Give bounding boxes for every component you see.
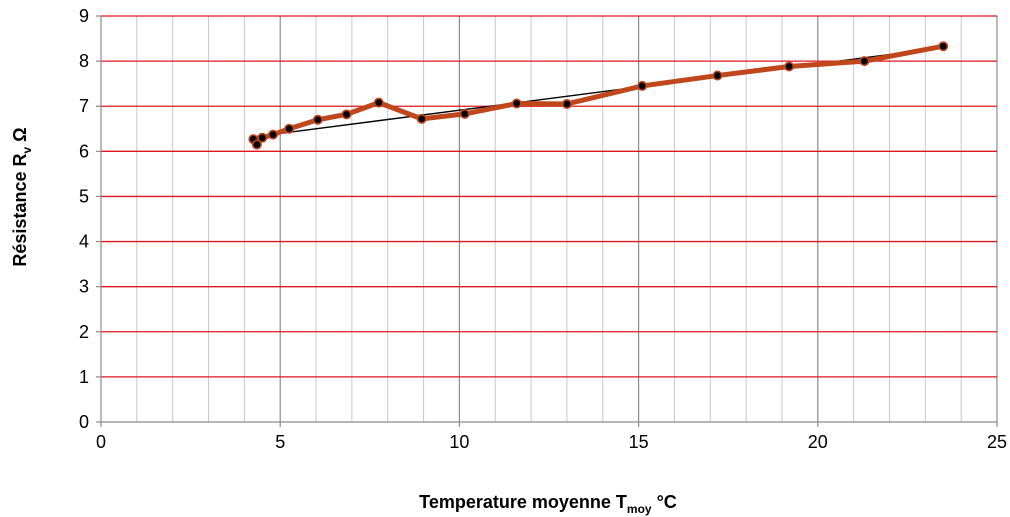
data-point	[341, 109, 352, 120]
data-point	[459, 108, 470, 119]
y-tick-label: 1	[79, 367, 89, 387]
data-point	[284, 123, 295, 134]
y-tick-label: 4	[79, 232, 89, 252]
data-point	[268, 129, 279, 140]
data-point	[637, 80, 648, 91]
grid	[101, 15, 998, 422]
tick-labels: 0 1 2 3 4 5 6 7 8 9 0 5 10 15 20 25	[79, 6, 1007, 452]
y-tick-label: 7	[79, 96, 89, 116]
data-point	[938, 41, 949, 52]
data-point	[712, 70, 723, 81]
data-point	[784, 61, 795, 72]
y-tick-label: 5	[79, 186, 89, 206]
data-point	[561, 98, 572, 109]
data-point	[859, 56, 870, 67]
y-tick-label: 6	[79, 141, 89, 161]
y-tick-label: 9	[79, 6, 89, 26]
data-series	[248, 41, 949, 150]
data-point	[251, 139, 262, 150]
x-tick-label: 0	[96, 432, 106, 452]
data-point	[257, 132, 268, 143]
data-point	[511, 98, 522, 109]
y-tick-label: 3	[79, 277, 89, 297]
x-tick-label: 10	[449, 432, 469, 452]
y-tick-label: 0	[79, 412, 89, 432]
data-point	[312, 114, 323, 125]
x-tick-label: 5	[275, 432, 285, 452]
y-tick-label: 2	[79, 322, 89, 342]
y-axis-title: Résistance Rv Ω	[10, 127, 34, 266]
x-tick-label: 20	[808, 432, 828, 452]
x-tick-label: 15	[629, 432, 649, 452]
data-point	[373, 97, 384, 108]
x-tick-label: 25	[987, 432, 1007, 452]
y-tick-label: 8	[79, 51, 89, 71]
data-point	[416, 113, 427, 124]
axes	[96, 15, 998, 427]
x-axis-title: Temperature moyenne Tmoy °C	[419, 492, 677, 516]
